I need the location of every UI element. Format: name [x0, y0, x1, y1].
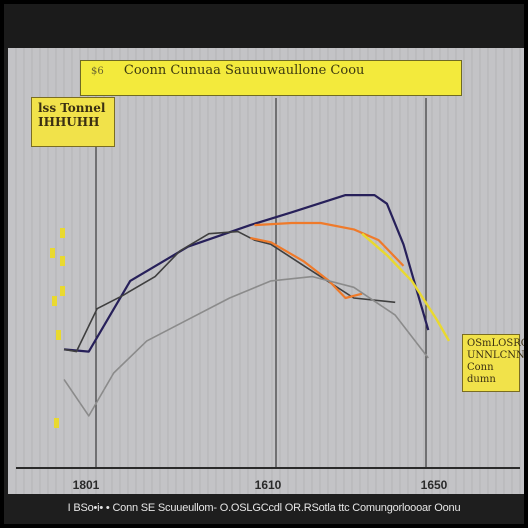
series-line-dark-gray	[63, 230, 396, 353]
screenshot-frame: $6 Coonn Cunuaa Sauuuwaullone Coou lss T…	[4, 4, 524, 524]
chart-title-box: $6 Coonn Cunuaa Sauuuwaullone Coou	[80, 60, 462, 96]
marker	[54, 418, 59, 428]
legend-right-line-1: OSmLOSRO	[467, 338, 524, 349]
top-bar	[4, 4, 524, 48]
series-line-orange-upper	[254, 221, 405, 267]
x-tick-label: 1801	[72, 478, 100, 492]
x-tick-label: 1650	[420, 478, 448, 492]
marker	[56, 330, 61, 340]
marker	[60, 228, 65, 238]
marker	[50, 248, 55, 258]
marker	[60, 256, 65, 266]
caption-bar: I BSo•i• • Conn SE Scuueullom- O.OSLGCcd…	[67, 502, 461, 514]
series-line-yellow	[361, 232, 451, 342]
legend-box-left: lss Tonnel IHHUHH	[31, 97, 115, 147]
series-line-navy	[63, 194, 430, 353]
marker	[52, 296, 57, 306]
title-number: $6	[91, 66, 104, 77]
chart-title: Coonn Cunuaa Sauuuwaullone Coou	[123, 63, 365, 78]
legend-box-right: OSmLOSRO UNNLCNN Conn dumn	[462, 334, 524, 392]
x-tick-label: 1610	[254, 478, 282, 492]
legend-left-line-2: IHHUHH	[38, 115, 100, 129]
legend-right-line-2: UNNLCNN	[467, 350, 524, 361]
series-line-light-gray	[63, 275, 429, 417]
legend-right-line-3: Conn dumn	[467, 362, 496, 385]
marker	[60, 286, 65, 296]
series-line-orange-lower	[250, 236, 363, 300]
legend-left-line-1: lss Tonnel	[38, 101, 106, 115]
